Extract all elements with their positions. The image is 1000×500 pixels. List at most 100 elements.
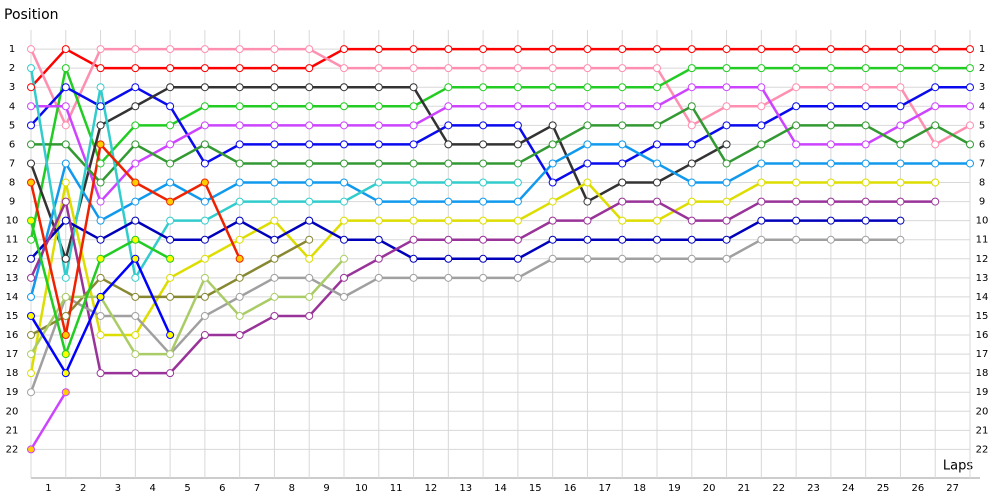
y-tick-label: 15 [6,311,19,322]
point-marker [966,159,974,168]
y-tick-label: 10 [6,216,19,227]
point-marker [896,159,905,168]
x-axis-label: Laps [943,459,973,474]
point-marker [235,159,244,168]
y-tick-label-right: 7 [979,158,985,169]
point-marker [61,178,70,187]
point-marker [235,235,244,244]
series-line [31,105,971,184]
point-marker [374,159,383,168]
point-marker [131,350,140,359]
point-marker [61,83,70,92]
point-marker [757,216,766,225]
point-marker [200,159,209,168]
point-marker [583,178,592,187]
point-marker [374,140,383,149]
point-marker [722,102,731,111]
x-tick-label: 5 [184,483,190,494]
point-marker [444,140,453,149]
point-marker [757,178,766,187]
point-marker [861,159,870,168]
point-marker [722,197,731,206]
point-marker [305,235,314,244]
point-marker [513,216,522,225]
point-marker [27,45,35,54]
x-tick-label: 12 [425,483,438,494]
point-marker [931,178,940,187]
point-marker [653,121,661,130]
point-marker [61,159,70,168]
point-marker [27,445,35,454]
point-marker [61,311,70,320]
point-marker [131,45,140,54]
point-marker [131,197,140,206]
x-tick-label: 17 [598,483,611,494]
point-marker [513,64,522,73]
point-marker [374,235,383,244]
point-marker [131,369,140,378]
point-marker [826,83,835,92]
point-marker [305,83,314,92]
point-marker [931,121,940,130]
point-marker [687,83,696,92]
point-marker [653,235,661,244]
point-marker [27,178,35,187]
point-marker [826,159,835,168]
point-marker [131,121,140,130]
y-tick-label-right: 1 [979,44,985,55]
point-marker [270,216,279,225]
point-marker [583,102,592,111]
point-marker [27,64,35,73]
point-marker [548,178,557,187]
point-marker [687,197,696,206]
point-marker [166,197,175,206]
point-marker [722,159,731,168]
point-marker [166,45,175,54]
point-marker [374,45,383,54]
point-marker [722,64,731,73]
point-marker [61,140,70,149]
y-tick-label: 17 [6,349,19,360]
y-tick-label-right: 3 [979,82,985,93]
y-tick-label: 7 [9,158,15,169]
point-marker [374,178,383,187]
point-marker [479,273,488,282]
point-marker [618,178,627,187]
point-marker [444,64,453,73]
y-tick-label-right: 8 [979,178,985,189]
point-marker [27,159,35,168]
point-marker [235,121,244,130]
chart-title: Position [4,7,59,23]
series-line [30,85,970,184]
point-marker [235,197,244,206]
point-marker [200,331,209,340]
point-marker [618,197,627,206]
point-marker [235,83,244,92]
y-tick-label-right: 19 [976,387,989,398]
point-marker [61,216,70,225]
point-marker [409,178,418,187]
point-marker [548,197,557,206]
point-marker [200,273,209,282]
point-marker [235,140,244,149]
point-marker [61,292,70,301]
point-marker [931,45,940,54]
point-marker [583,159,592,168]
point-marker [96,292,105,301]
point-marker [687,64,696,73]
point-marker [61,388,70,397]
point-marker [792,102,801,111]
point-marker [96,83,105,92]
y-tick-label-right: 10 [976,216,989,227]
x-tick-label: 23 [807,483,820,494]
point-marker [305,292,314,301]
y-tick-label: 11 [6,235,19,246]
point-marker [200,292,209,301]
point-marker [896,102,905,111]
point-marker [131,178,140,187]
point-marker [618,83,627,92]
point-marker [931,197,940,206]
point-marker [931,159,940,168]
point-marker [513,254,522,263]
point-marker [409,102,418,111]
